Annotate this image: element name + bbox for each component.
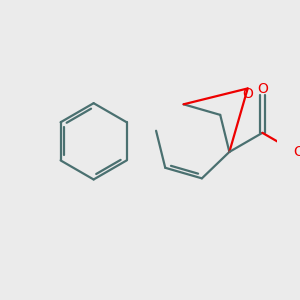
Text: O: O [242, 87, 253, 100]
Text: O: O [257, 82, 268, 97]
Text: O: O [293, 145, 300, 159]
